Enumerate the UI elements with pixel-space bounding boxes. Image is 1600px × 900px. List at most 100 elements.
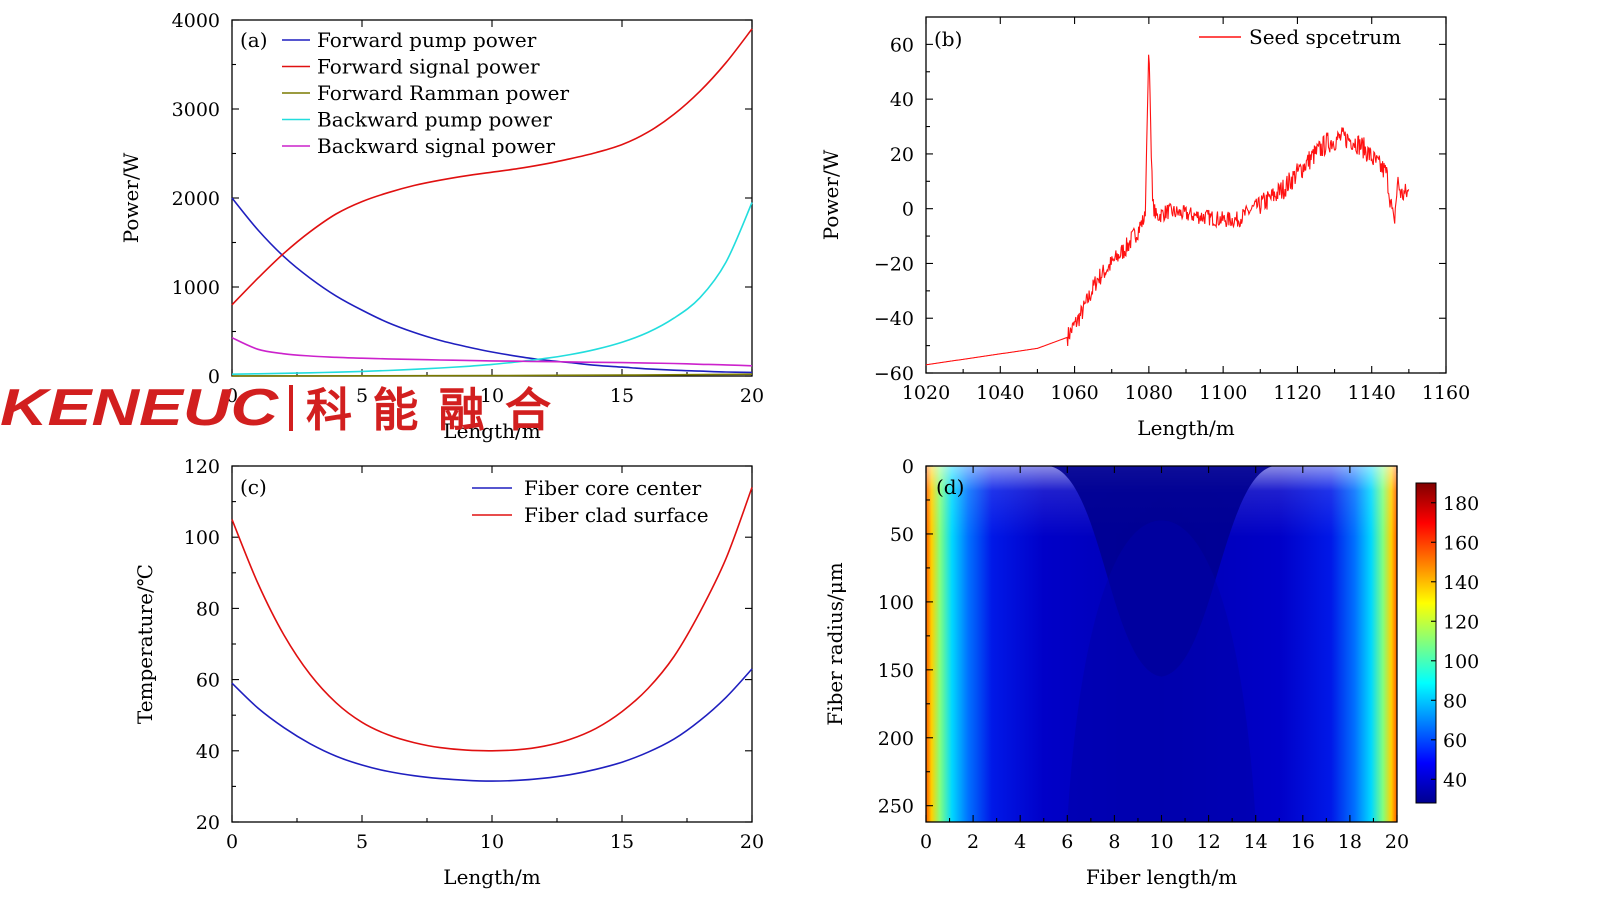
x-tick-label: 10 [480, 831, 504, 853]
y-tick-label: 200 [878, 728, 914, 750]
y-tick-label: −40 [874, 308, 914, 330]
y-tick-label: 4000 [172, 10, 220, 32]
x-tick-label: 0 [226, 831, 238, 853]
x-tick-label: 0 [226, 385, 238, 407]
y-tick-label: 60 [196, 670, 220, 692]
y-tick-label: 0 [208, 366, 220, 388]
y-tick-label: 20 [890, 144, 914, 166]
series-line-0 [925, 54, 1410, 366]
y-tick-label: 150 [878, 660, 914, 682]
x-axis-label: Length/m [1137, 416, 1234, 440]
x-tick-label: 20 [740, 831, 764, 853]
x-tick-label: 10 [1149, 831, 1173, 853]
x-tick-label: 10 [480, 385, 504, 407]
colorbar-tick-label: 80 [1443, 690, 1467, 712]
y-tick-label: 40 [196, 741, 220, 763]
x-axis-label: Fiber length/m [1086, 865, 1237, 889]
y-tick-label: 250 [878, 796, 914, 818]
y-tick-label: 2000 [172, 188, 220, 210]
x-tick-label: 6 [1061, 831, 1073, 853]
legend-label-1: Forward signal power [317, 55, 540, 79]
legend-label-0: Seed spcetrum [1249, 25, 1401, 49]
x-tick-label: 5 [356, 831, 368, 853]
panel-label: (b) [934, 27, 962, 51]
colorbar-tick-label: 140 [1443, 572, 1479, 594]
x-tick-label: 1020 [902, 382, 950, 404]
y-tick-label: 60 [890, 34, 914, 56]
panel-a: 0 5 10 15 20 0 1000 2000 3000 4000 Length/m Power/W… [119, 10, 764, 443]
y-tick-label: 100 [184, 527, 220, 549]
series-line-0 [231, 668, 753, 782]
x-tick-label: 20 [1385, 831, 1409, 853]
y-tick-label: 100 [878, 592, 914, 614]
legend-label-0: Fiber core center [524, 476, 702, 500]
x-tick-label: 15 [610, 385, 634, 407]
legend-label-2: Forward Ramman power [317, 81, 569, 105]
series-line-4 [231, 336, 753, 367]
x-tick-label: 18 [1338, 831, 1362, 853]
y-tick-label: 0 [902, 199, 914, 221]
watermark-divider [289, 385, 293, 431]
x-tick-label: 1140 [1348, 382, 1396, 404]
watermark: KENEUC 科能融合 [0, 379, 551, 437]
y-axis-label: Fiber radius/μm [823, 562, 847, 725]
x-tick-label: 15 [610, 831, 634, 853]
x-tick-label: 1080 [1125, 382, 1173, 404]
colorbar-tick-label: 40 [1443, 769, 1467, 791]
y-tick-label: −20 [874, 253, 914, 275]
y-tick-label: 20 [196, 812, 220, 834]
y-tick-label: 120 [184, 456, 220, 478]
series-line-1 [231, 28, 753, 306]
legend-label-0: Forward pump power [317, 28, 537, 52]
x-tick-label: 20 [740, 385, 764, 407]
x-tick-label: 1040 [976, 382, 1024, 404]
legend-label-4: Backward signal power [317, 134, 556, 158]
colorbar-tick-label: 160 [1443, 532, 1479, 554]
colorbar-tick-label: 180 [1443, 493, 1479, 515]
panel-label: (c) [240, 475, 267, 499]
y-tick-label: 3000 [172, 99, 220, 121]
legend-label-1: Fiber clad surface [524, 503, 709, 527]
colorbar-tick-label: 120 [1443, 611, 1479, 633]
heatmap-image [926, 466, 1397, 822]
y-axis-label: Power/W [119, 152, 143, 243]
x-axis-label: Length/m [443, 419, 540, 443]
heatmap-cold-band [1067, 520, 1256, 822]
x-tick-label: 8 [1108, 831, 1120, 853]
y-axis-label: Temperature/℃ [133, 564, 157, 724]
y-tick-label: −60 [874, 363, 914, 385]
x-tick-label: 1160 [1422, 382, 1470, 404]
series-line-2 [231, 373, 753, 377]
x-tick-label: 5 [356, 385, 368, 407]
x-tick-label: 12 [1197, 831, 1221, 853]
legend-label-3: Backward pump power [317, 108, 552, 132]
panel-label: (d) [936, 475, 964, 499]
x-tick-label: 14 [1244, 831, 1268, 853]
panel-c: 0 5 10 15 20 20 40 60 80 100 120 Length/m Temperatur… [133, 456, 764, 889]
y-tick-label: 0 [902, 456, 914, 478]
x-tick-label: 1100 [1199, 382, 1247, 404]
watermark-chinese: 科能融合 [306, 383, 551, 437]
x-tick-label: 4 [1014, 831, 1026, 853]
colorbar-tick-label: 100 [1443, 651, 1479, 673]
panel-b: 1020 1040 1060 1080 1100 1120 1140 1160 −60 −40 −2… [819, 16, 1470, 440]
series-line-1 [231, 487, 753, 752]
y-axis-label: Power/W [819, 149, 843, 240]
x-tick-label: 16 [1291, 831, 1315, 853]
x-tick-label: 0 [920, 831, 932, 853]
x-tick-label: 1120 [1273, 382, 1321, 404]
x-axis-label: Length/m [443, 865, 540, 889]
y-tick-label: 40 [890, 89, 914, 111]
y-tick-label: 50 [890, 524, 914, 546]
series-line-3 [231, 202, 753, 375]
colorbar-tick-label: 60 [1443, 730, 1467, 752]
watermark-brand: KENEUC [0, 379, 280, 437]
colorbar [1415, 482, 1437, 804]
x-tick-label: 1060 [1050, 382, 1098, 404]
y-tick-label: 1000 [172, 277, 220, 299]
y-tick-label: 80 [196, 598, 220, 620]
plot-frame [925, 16, 1447, 374]
x-tick-label: 2 [967, 831, 979, 853]
